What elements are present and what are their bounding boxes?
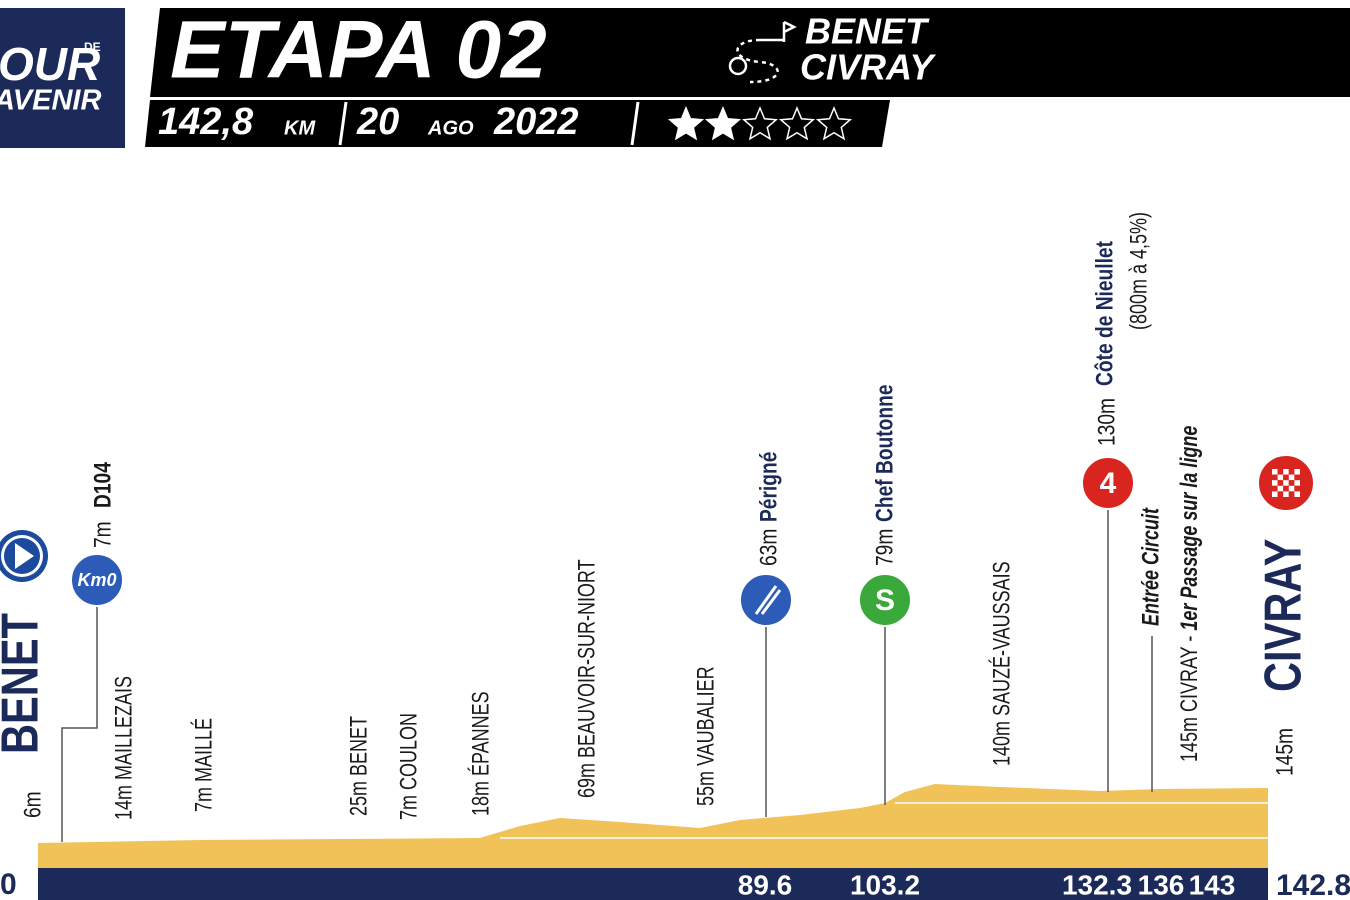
km0-icon — [70, 553, 124, 607]
checker-square — [1277, 485, 1284, 492]
checker-square — [1272, 469, 1278, 475]
place: 140m SAUZÉ-VAUSSAIS — [987, 561, 1015, 766]
route-start: BENET — [805, 11, 930, 52]
climb-icon-text: 4 — [1100, 467, 1117, 500]
star — [741, 106, 779, 141]
star — [667, 106, 705, 141]
checker-square — [1277, 469, 1284, 475]
place: 145m CIVRAY - — [1176, 636, 1202, 762]
checker-square — [1272, 485, 1278, 492]
checker-square — [1277, 491, 1284, 497]
date-year: 2022 — [493, 101, 579, 143]
checker-square — [1283, 469, 1289, 475]
title-band — [150, 8, 1350, 97]
place-name: D104 — [88, 462, 116, 508]
checker-square — [1288, 480, 1295, 486]
place: 14m MAILLEZAIS — [111, 676, 137, 820]
first-pass-note: 1er Passage sur la ligne — [1176, 425, 1202, 630]
altitude: 63m — [754, 529, 782, 566]
altitude: 6m — [18, 791, 46, 818]
place-name: Chef Boutonne — [870, 384, 898, 522]
star — [815, 106, 853, 141]
star — [704, 106, 742, 141]
checker-square — [1288, 485, 1295, 492]
logo-text: OUR — [0, 38, 100, 90]
place: 55m VAUBALIER — [693, 666, 719, 806]
checker-square — [1288, 474, 1295, 481]
checker-square — [1272, 474, 1278, 481]
altitude: 7m — [88, 521, 116, 548]
km-label: 89.6 — [738, 869, 793, 900]
altitude: 130m — [1092, 398, 1120, 446]
place: 7m COULON — [396, 713, 422, 820]
km-label: 142.8 — [1276, 869, 1350, 900]
date-month: AGO — [427, 117, 474, 139]
place: 69m BEAUVOIR-SUR-NIORT — [574, 559, 600, 798]
circuit-label: Entrée Circuit — [1138, 507, 1164, 626]
date-day: 20 — [356, 101, 399, 143]
altitude: 145m — [1270, 728, 1298, 776]
separator — [338, 101, 348, 146]
place: 18m ÉPANNES — [466, 691, 494, 816]
star — [778, 106, 816, 141]
stage-title: ETAPA 02 — [170, 5, 547, 96]
climb-detail: (800m à 4,5%) — [1126, 212, 1152, 330]
start-town: BENET — [0, 613, 49, 754]
checker-square — [1294, 469, 1300, 475]
km-label: 143 — [1189, 869, 1236, 900]
logo-text: AVENIR — [0, 85, 101, 117]
info-band — [145, 100, 890, 147]
first-pass: 145m CIVRAY - 1er Passage sur la ligne — [1176, 425, 1202, 762]
finish-icon — [1272, 469, 1300, 497]
checker-square — [1272, 480, 1278, 486]
difficulty-stars — [667, 106, 853, 141]
place-name: Côte de Nieullet — [1090, 241, 1118, 386]
checker-square — [1283, 474, 1289, 481]
marker-line — [61, 606, 98, 842]
checker-square — [1294, 480, 1300, 486]
route-icon — [728, 20, 797, 84]
sprint-icon — [858, 573, 912, 627]
km-label: 136 — [1138, 869, 1185, 900]
km-bar — [38, 868, 1268, 900]
climb-icon — [1081, 456, 1135, 510]
distance: 142,8 — [158, 101, 254, 143]
logo-text: DE — [84, 40, 101, 54]
checker-square — [1277, 474, 1284, 481]
km-label: 0 — [0, 868, 17, 900]
km0-icon-text: Km0 — [77, 570, 116, 590]
feed-icon — [754, 585, 782, 615]
start-icon — [15, 543, 34, 569]
checker-square — [1283, 480, 1289, 486]
place: 7m MAILLÉ — [189, 718, 217, 812]
route-finish: CIVRAY — [800, 47, 936, 88]
checker-square — [1288, 491, 1295, 497]
km-label: 103.2 — [850, 869, 920, 900]
checker-square — [1294, 485, 1300, 492]
checker-square — [1288, 469, 1295, 475]
place-name: Périgné — [754, 452, 782, 522]
checker-square — [1277, 480, 1284, 486]
checker-square — [1294, 474, 1300, 481]
checker-square — [1283, 491, 1289, 497]
checker-square — [1294, 491, 1300, 497]
km-label: 132.3 — [1062, 869, 1132, 900]
distance-unit: KM — [284, 117, 316, 139]
elevation-profile — [38, 784, 1268, 868]
separator — [630, 101, 640, 146]
place: 25m BENET — [346, 716, 372, 816]
logo-box — [0, 8, 125, 148]
finish-town: CIVRAY — [1253, 539, 1312, 692]
checker-square — [1272, 491, 1278, 497]
checker-square — [1283, 485, 1289, 492]
sprint-icon-text: S — [875, 584, 895, 617]
altitude: 79m — [870, 529, 898, 566]
